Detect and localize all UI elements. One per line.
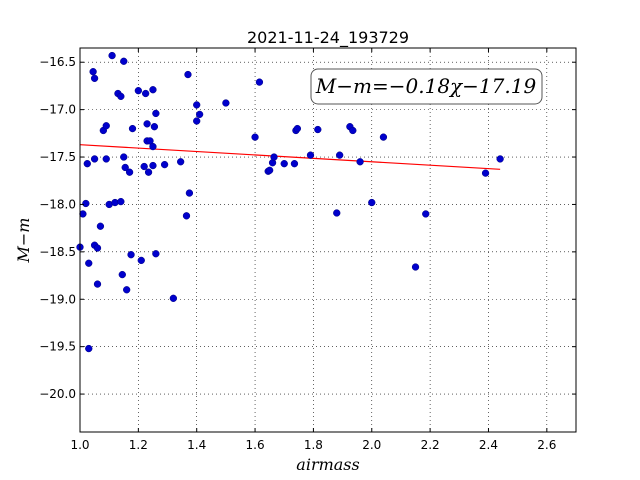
data-point bbox=[152, 250, 160, 258]
data-point bbox=[144, 168, 153, 176]
data-point bbox=[333, 209, 341, 217]
data-point bbox=[150, 123, 159, 131]
data-point bbox=[149, 161, 157, 170]
fit-line-group bbox=[79, 144, 501, 170]
x-tick-label: 2.2 bbox=[421, 438, 440, 452]
data-point bbox=[82, 199, 90, 208]
data-point bbox=[368, 198, 376, 207]
x-tick-label: 2.0 bbox=[362, 438, 381, 452]
data-point bbox=[481, 169, 490, 177]
data-points bbox=[76, 51, 504, 353]
data-point bbox=[102, 155, 110, 163]
data-point bbox=[265, 166, 274, 174]
data-point bbox=[128, 124, 137, 133]
data-point bbox=[336, 151, 344, 159]
data-point bbox=[195, 110, 204, 119]
y-tick-label: −17.0 bbox=[39, 103, 76, 117]
data-point bbox=[141, 89, 150, 98]
y-axis-label: M−m bbox=[14, 218, 33, 264]
y-tick-label: −19.5 bbox=[39, 340, 76, 354]
data-point bbox=[193, 101, 201, 109]
data-point bbox=[169, 294, 178, 302]
equation-annotation: M−m=−0.18χ−17.19 bbox=[310, 68, 543, 105]
data-point bbox=[152, 109, 160, 118]
data-point bbox=[143, 120, 151, 128]
data-point bbox=[379, 133, 388, 141]
data-point bbox=[93, 244, 102, 252]
data-point bbox=[85, 259, 93, 267]
data-point bbox=[251, 133, 259, 141]
data-point bbox=[182, 212, 191, 220]
y-tick-label: −17.5 bbox=[39, 150, 76, 164]
data-point bbox=[356, 158, 364, 166]
data-point bbox=[270, 153, 278, 161]
y-tick-label: −18.0 bbox=[39, 197, 76, 211]
x-tick-label: 1.8 bbox=[304, 438, 323, 452]
y-tick-label: −19.0 bbox=[39, 292, 76, 306]
data-point bbox=[118, 270, 126, 279]
data-point bbox=[306, 151, 315, 159]
data-point bbox=[411, 263, 420, 271]
x-tick-label: 1.4 bbox=[187, 438, 206, 452]
data-point bbox=[146, 137, 154, 145]
data-point bbox=[120, 57, 128, 65]
data-point bbox=[290, 160, 299, 168]
data-point bbox=[96, 222, 105, 230]
data-point bbox=[184, 70, 192, 79]
data-point bbox=[293, 124, 302, 133]
data-point bbox=[149, 86, 157, 94]
data-point bbox=[79, 210, 87, 218]
data-point bbox=[83, 160, 91, 168]
data-point bbox=[185, 189, 194, 197]
x-tick-label: 1.2 bbox=[129, 438, 148, 452]
data-point bbox=[85, 344, 93, 353]
data-point bbox=[349, 126, 357, 135]
data-point bbox=[140, 162, 148, 171]
data-point bbox=[160, 160, 169, 169]
data-point bbox=[90, 74, 99, 82]
data-point bbox=[222, 99, 230, 107]
fit-line bbox=[79, 144, 501, 170]
data-point bbox=[121, 163, 129, 172]
data-point bbox=[120, 153, 128, 161]
data-point bbox=[102, 122, 110, 130]
x-tick-label: 2.6 bbox=[537, 438, 556, 452]
data-point bbox=[193, 117, 201, 125]
annotation-box bbox=[310, 68, 543, 105]
data-point bbox=[280, 160, 288, 168]
data-point bbox=[134, 87, 143, 95]
data-point bbox=[137, 256, 145, 265]
data-point bbox=[127, 251, 135, 259]
data-point bbox=[108, 51, 116, 60]
y-tick-label: −16.5 bbox=[39, 55, 76, 69]
data-point bbox=[177, 158, 185, 166]
x-tick-label: 1.6 bbox=[246, 438, 265, 452]
x-tick-label: 1.0 bbox=[70, 438, 89, 452]
grid bbox=[79, 48, 576, 432]
x-tick-label: 2.4 bbox=[479, 438, 498, 452]
axis-ticks: 1.0 1.2 1.4 1.6 1.8 2.0 2.2 2.4 2.6 −16.5 −17.0 −17… bbox=[39, 48, 576, 452]
y-tick-label: −20.0 bbox=[39, 387, 76, 401]
data-point bbox=[496, 155, 504, 163]
data-point bbox=[422, 210, 430, 218]
data-point bbox=[123, 286, 131, 294]
data-point bbox=[90, 155, 99, 163]
data-point bbox=[89, 68, 97, 76]
data-point bbox=[255, 78, 264, 86]
data-point bbox=[149, 142, 157, 151]
chart-title: 2021-11-24_193729 bbox=[247, 28, 409, 48]
data-point bbox=[93, 280, 102, 288]
x-axis-label: airmass bbox=[296, 455, 359, 474]
data-point bbox=[314, 125, 322, 134]
annotation-text: M−m=−0.18χ−17.19 bbox=[315, 74, 537, 98]
plot-frame bbox=[79, 47, 577, 433]
data-point bbox=[125, 168, 134, 176]
data-point bbox=[117, 92, 125, 101]
y-tick-label: −18.5 bbox=[39, 245, 76, 259]
data-point bbox=[117, 197, 125, 206]
